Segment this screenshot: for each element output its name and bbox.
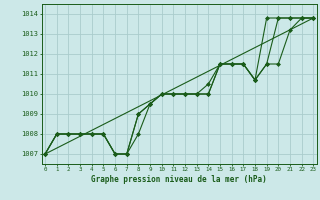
X-axis label: Graphe pression niveau de la mer (hPa): Graphe pression niveau de la mer (hPa)	[91, 175, 267, 184]
